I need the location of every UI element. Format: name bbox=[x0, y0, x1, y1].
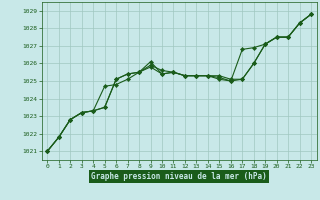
X-axis label: Graphe pression niveau de la mer (hPa): Graphe pression niveau de la mer (hPa) bbox=[91, 172, 267, 181]
